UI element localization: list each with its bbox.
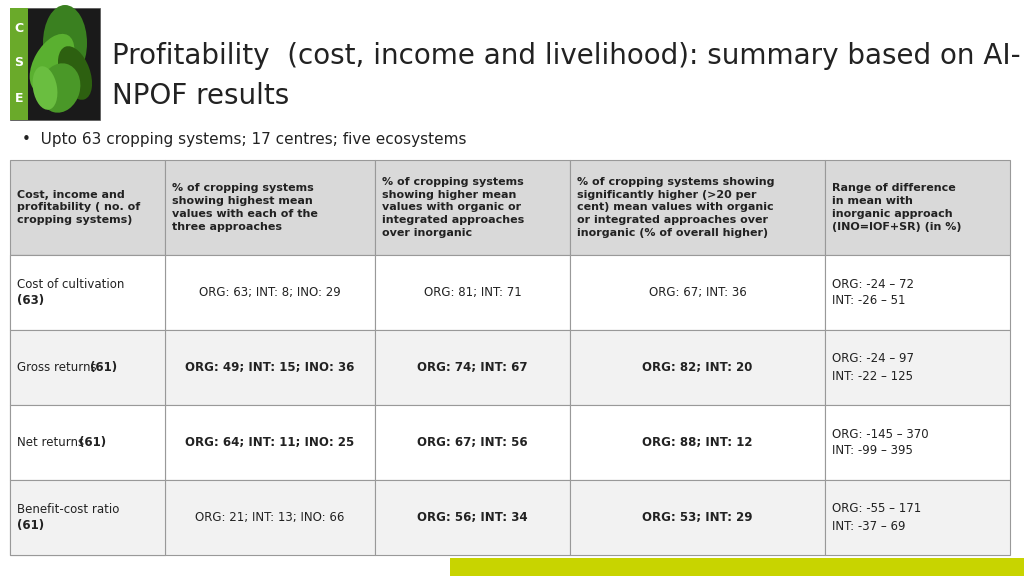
Text: ORG: -24 – 72
INT: -26 – 51: ORG: -24 – 72 INT: -26 – 51 [831,278,914,308]
FancyBboxPatch shape [450,558,1024,576]
Text: (61): (61) [90,361,117,374]
FancyBboxPatch shape [165,480,375,555]
Text: ORG: 82; INT: 20: ORG: 82; INT: 20 [642,361,753,374]
Text: ORG: 63; INT: 8; INO: 29: ORG: 63; INT: 8; INO: 29 [199,286,341,299]
Text: ORG: 88; INT: 12: ORG: 88; INT: 12 [642,436,753,449]
FancyBboxPatch shape [10,160,165,255]
FancyBboxPatch shape [825,330,1010,405]
FancyBboxPatch shape [825,160,1010,255]
Text: ORG: 64; INT: 11; INO: 25: ORG: 64; INT: 11; INO: 25 [185,436,354,449]
FancyBboxPatch shape [570,160,825,255]
FancyBboxPatch shape [10,480,165,555]
Text: ORG: -145 – 370
INT: -99 – 395: ORG: -145 – 370 INT: -99 – 395 [831,427,929,457]
Text: (63): (63) [17,294,44,307]
Text: (61): (61) [80,436,106,449]
Text: ORG: 81; INT: 71: ORG: 81; INT: 71 [424,286,521,299]
Text: Cost, income and
profitability ( no. of
cropping systems): Cost, income and profitability ( no. of … [17,190,140,225]
FancyBboxPatch shape [10,255,165,330]
Ellipse shape [33,66,57,110]
Text: Gross returns (61): Gross returns (61) [17,361,125,374]
FancyBboxPatch shape [375,480,570,555]
Text: Net returns (61): Net returns (61) [17,436,112,449]
Text: % of cropping systems
showing higher mean
values with organic or
integrated appr: % of cropping systems showing higher mea… [382,177,524,238]
Text: Net returns: Net returns [17,436,88,449]
Text: Cost of cultivation: Cost of cultivation [17,278,124,291]
Text: Benefit-cost ratio
(61): Benefit-cost ratio (61) [17,502,120,532]
Text: Profitability  (cost, income and livelihood): summary based on AI-: Profitability (cost, income and liveliho… [112,42,1021,70]
FancyBboxPatch shape [165,160,375,255]
Text: C: C [14,21,24,35]
FancyBboxPatch shape [11,256,164,329]
Text: ORG: 56; INT: 34: ORG: 56; INT: 34 [417,511,527,524]
Text: •  Upto 63 cropping systems; 17 centres; five ecosystems: • Upto 63 cropping systems; 17 centres; … [22,132,467,147]
Ellipse shape [30,34,75,92]
FancyBboxPatch shape [10,255,165,330]
FancyBboxPatch shape [165,330,375,405]
Text: (61): (61) [17,519,44,532]
Text: ORG: 21; INT: 13; INO: 66: ORG: 21; INT: 13; INO: 66 [196,511,345,524]
Text: ORG: 74; INT: 67: ORG: 74; INT: 67 [417,361,527,374]
FancyBboxPatch shape [11,331,164,404]
Text: Gross returns: Gross returns [17,361,100,374]
Text: NPOF results: NPOF results [112,82,289,110]
Ellipse shape [43,5,87,81]
FancyBboxPatch shape [165,405,375,480]
FancyBboxPatch shape [11,481,164,554]
FancyBboxPatch shape [570,255,825,330]
FancyBboxPatch shape [10,405,165,480]
Text: Benefit-cost ratio: Benefit-cost ratio [17,503,120,516]
Text: Cost of cultivation
(63): Cost of cultivation (63) [17,278,124,308]
FancyBboxPatch shape [10,405,165,480]
Text: ORG: 67; INT: 36: ORG: 67; INT: 36 [648,286,746,299]
Ellipse shape [58,46,92,100]
Text: E: E [14,92,24,104]
FancyBboxPatch shape [375,405,570,480]
Text: ORG: -55 – 171
INT: -37 – 69: ORG: -55 – 171 INT: -37 – 69 [831,502,922,532]
FancyBboxPatch shape [10,330,165,405]
Text: ORG: 49; INT: 15; INO: 36: ORG: 49; INT: 15; INO: 36 [185,361,354,374]
FancyBboxPatch shape [10,480,165,555]
FancyBboxPatch shape [165,255,375,330]
FancyBboxPatch shape [570,405,825,480]
FancyBboxPatch shape [825,480,1010,555]
FancyBboxPatch shape [10,8,28,120]
Ellipse shape [40,63,80,113]
FancyBboxPatch shape [570,480,825,555]
FancyBboxPatch shape [375,330,570,405]
Text: ORG: -24 – 97
INT: -22 – 125: ORG: -24 – 97 INT: -22 – 125 [831,353,914,382]
Text: % of cropping systems showing
significantly higher (>20 per
cent) mean values wi: % of cropping systems showing significan… [577,177,774,238]
Text: % of cropping systems
showing highest mean
values with each of the
three approac: % of cropping systems showing highest me… [172,183,317,232]
FancyBboxPatch shape [10,8,100,120]
FancyBboxPatch shape [825,255,1010,330]
Text: ORG: 67; INT: 56: ORG: 67; INT: 56 [417,436,527,449]
FancyBboxPatch shape [11,406,164,479]
FancyBboxPatch shape [825,405,1010,480]
FancyBboxPatch shape [375,160,570,255]
Text: Range of difference
in mean with
inorganic approach
(INO=IOF+SR) (in %): Range of difference in mean with inorgan… [831,183,962,232]
Text: S: S [14,56,24,70]
FancyBboxPatch shape [10,330,165,405]
FancyBboxPatch shape [570,330,825,405]
FancyBboxPatch shape [375,255,570,330]
Text: ORG: 53; INT: 29: ORG: 53; INT: 29 [642,511,753,524]
